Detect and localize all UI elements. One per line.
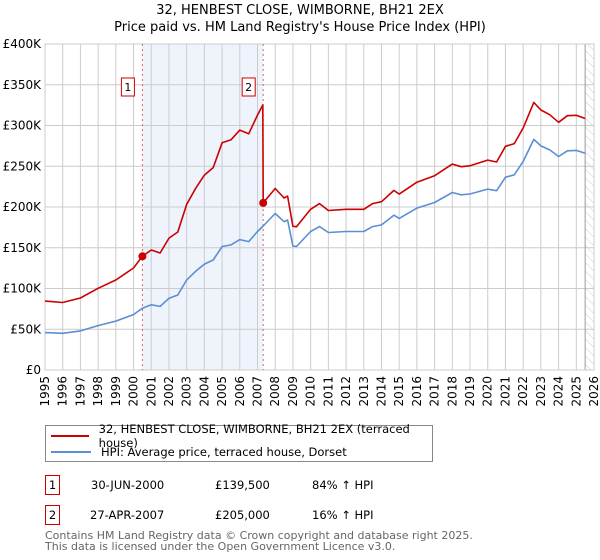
x-tick-label: 1995 xyxy=(38,376,52,407)
sale-row: 1 30-JUN-2000 £139,500 84% ↑ HPI xyxy=(45,475,445,495)
y-tick-label: £150K xyxy=(3,241,43,255)
sale-date: 30-JUN-2000 xyxy=(91,478,165,492)
x-tick-label: 1999 xyxy=(109,376,123,407)
sale-price: £139,500 xyxy=(215,478,270,492)
legend-swatch-red xyxy=(51,435,89,437)
hpi-line xyxy=(44,138,586,335)
chart-title: 32, HENBEST CLOSE, WIMBORNE, BH21 2EX xyxy=(156,3,444,18)
x-tick-label: 2000 xyxy=(127,376,141,407)
legend-label: 32, HENBEST CLOSE, WIMBORNE, BH21 2EX (t… xyxy=(98,422,410,450)
footer-licence: This data is licensed under the Open Gov… xyxy=(45,540,396,553)
x-tick-label: 2020 xyxy=(481,376,495,407)
x-tick-label: 2004 xyxy=(197,376,211,407)
footer-copyright: Contains HM Land Registry data © Crown c… xyxy=(45,529,473,542)
plot-area: 1995 1996 1997 1998 1999 2000 2001 2002 2003 2004… xyxy=(3,37,600,407)
legend-item-property: 32, HENBEST CLOSE, WIMBORNE, BH21 2EX (t… xyxy=(51,422,432,450)
x-tick-label: 2022 xyxy=(516,376,530,407)
x-tick-label: 2002 xyxy=(162,376,176,407)
x-tick-label: 2001 xyxy=(144,376,158,407)
x-tick-label: 2019 xyxy=(463,376,477,407)
sale-point xyxy=(259,198,268,207)
chart-subtitle: Price paid vs. HM Land Registry's House … xyxy=(114,20,486,35)
sale-hpi-change: 84% ↑ HPI xyxy=(312,478,374,492)
y-tick-label: £300K xyxy=(3,119,43,133)
x-tick-label: 2023 xyxy=(534,376,548,407)
sale-label-box xyxy=(120,77,135,97)
x-tick-label: 2006 xyxy=(233,376,247,407)
x-tick-label: 2021 xyxy=(498,376,512,407)
sale-marker-badge: 1 xyxy=(45,475,60,495)
legend-label: HPI: Average price, terraced house, Dors… xyxy=(101,445,347,459)
y-tick-label: £50K xyxy=(10,322,42,336)
x-tick-label: 2017 xyxy=(428,376,442,407)
x-tick-label: 2013 xyxy=(357,376,371,407)
x-tick-label: 2005 xyxy=(215,376,229,407)
x-tick-label: 2012 xyxy=(339,376,353,407)
property-price-line xyxy=(44,101,586,304)
y-tick-label: £0 xyxy=(26,363,41,377)
future-hatch xyxy=(585,44,594,370)
sale-marker-badge: 2 xyxy=(45,505,60,525)
y-tick-label: £100K xyxy=(3,282,43,296)
x-tick-label: 1996 xyxy=(56,376,70,407)
x-tick-label: 2014 xyxy=(374,376,388,407)
x-tick-label: 2015 xyxy=(392,376,406,407)
sale-hpi-change: 16% ↑ HPI xyxy=(312,508,374,522)
sale-label: 1 xyxy=(124,81,131,94)
sale-point xyxy=(138,252,147,261)
y-tick-label: £250K xyxy=(3,159,43,173)
y-tick-label: £200K xyxy=(3,200,43,214)
y-tick-label: £400K xyxy=(3,37,43,51)
legend-item-hpi: HPI: Average price, terraced house, Dors… xyxy=(51,444,347,460)
x-tick-label: 1997 xyxy=(73,376,87,407)
x-tick-label: 2018 xyxy=(445,376,459,407)
sale-row: 2 27-APR-2007 £205,000 16% ↑ HPI xyxy=(45,505,445,525)
y-tick-label: £350K xyxy=(3,78,43,92)
sale-label: 2 xyxy=(245,81,252,94)
sale-label-box xyxy=(241,77,256,97)
x-tick-label: 2016 xyxy=(410,376,424,407)
sale-price: £205,000 xyxy=(215,508,270,522)
plot-border xyxy=(44,43,595,371)
x-tick-label: 2007 xyxy=(251,376,265,407)
x-tick-label: 2010 xyxy=(304,376,318,407)
x-tick-label: 1998 xyxy=(91,376,105,407)
legend-swatch-blue xyxy=(51,451,91,453)
x-tick-label: 2011 xyxy=(321,376,335,407)
x-tick-label: 2008 xyxy=(268,376,282,407)
x-tick-label: 2026 xyxy=(587,376,600,407)
x-tick-label: 2003 xyxy=(180,376,194,407)
x-tick-label: 2009 xyxy=(286,376,300,407)
sale-date: 27-APR-2007 xyxy=(90,508,165,522)
x-tick-label: 2024 xyxy=(552,376,566,407)
x-tick-label: 2025 xyxy=(569,376,583,407)
footer: Contains HM Land Registry data © Crown c… xyxy=(45,530,473,552)
legend: 32, HENBEST CLOSE, WIMBORNE, BH21 2EX (t… xyxy=(45,422,433,462)
